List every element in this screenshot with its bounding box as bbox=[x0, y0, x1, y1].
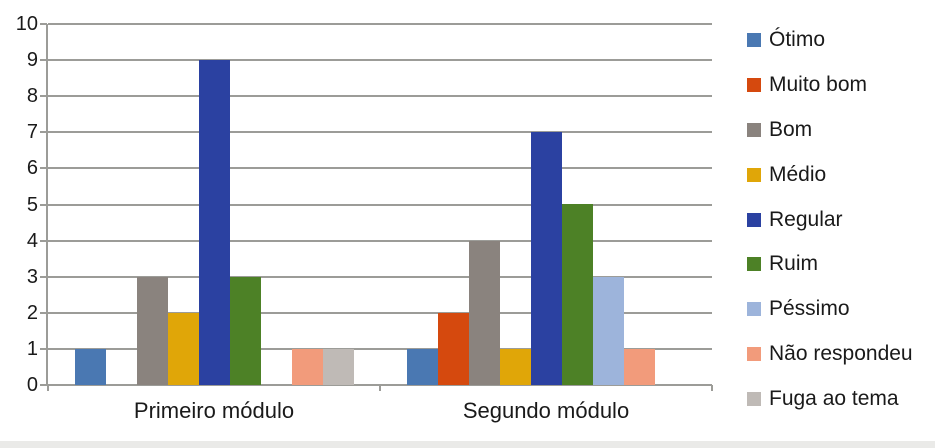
legend-item-ruim: Ruim bbox=[747, 252, 818, 276]
y-axis-tick-label: 2 bbox=[26, 302, 38, 324]
y-axis-tick-label: 0 bbox=[26, 374, 38, 396]
bar-médio-segundo-módulo bbox=[500, 349, 531, 385]
y-axis-tick bbox=[40, 240, 47, 242]
bar-ruim-primeiro-módulo bbox=[230, 277, 261, 385]
legend-label: Regular bbox=[769, 207, 843, 231]
gridline bbox=[48, 240, 712, 242]
x-axis-tick bbox=[47, 385, 49, 391]
y-axis-tick bbox=[40, 204, 47, 206]
gridline bbox=[48, 23, 712, 25]
bar-ótimo-primeiro-módulo bbox=[75, 349, 106, 385]
y-axis-tick bbox=[40, 23, 47, 25]
gridline bbox=[48, 312, 712, 314]
gridline bbox=[48, 131, 712, 133]
legend-label: Fuga ao tema bbox=[769, 387, 899, 410]
legend-swatch-icon bbox=[747, 122, 761, 137]
bar-péssimo-segundo-módulo bbox=[593, 277, 624, 385]
y-axis-tick-label: 5 bbox=[26, 194, 38, 216]
legend-item-péssimo: Péssimo bbox=[747, 297, 850, 321]
bar-muito-bom-segundo-módulo bbox=[438, 313, 469, 385]
legend-swatch-icon bbox=[747, 77, 761, 92]
bar-regular-segundo-módulo bbox=[531, 132, 562, 385]
legend-item-fuga-ao-tema: Fuga ao tema bbox=[747, 387, 899, 411]
x-axis-tick bbox=[711, 385, 713, 391]
y-axis-tick bbox=[40, 276, 47, 278]
y-axis-tick bbox=[40, 131, 47, 133]
y-axis-line bbox=[46, 24, 48, 386]
legend-label: Não respondeu bbox=[769, 342, 913, 366]
y-axis-tick bbox=[40, 312, 47, 314]
legend-label: Médio bbox=[769, 162, 827, 186]
bar-bom-primeiro-módulo bbox=[137, 277, 168, 385]
y-axis-tick bbox=[40, 167, 47, 169]
legend-item-bom: Bom bbox=[747, 118, 812, 142]
y-axis-tick-label: 6 bbox=[26, 157, 38, 179]
y-axis-tick-label: 7 bbox=[26, 121, 38, 143]
gridline bbox=[48, 276, 712, 278]
x-axis-category-label: Primeiro módulo bbox=[133, 398, 295, 423]
legend-item-não-respondeu: Não respondeu bbox=[747, 342, 913, 366]
gridline bbox=[48, 348, 712, 350]
legend-swatch-icon bbox=[747, 167, 761, 182]
legend-label: Péssimo bbox=[769, 297, 850, 321]
y-axis-tick-label: 8 bbox=[26, 85, 38, 107]
legend-swatch-icon bbox=[747, 212, 761, 227]
bar-ruim-segundo-módulo bbox=[562, 204, 593, 385]
bar-médio-primeiro-módulo bbox=[168, 313, 199, 385]
bottom-edge-strip bbox=[0, 441, 935, 448]
y-axis-tick-label: 1 bbox=[26, 338, 38, 360]
legend-label: Ótimo bbox=[769, 28, 826, 51]
y-axis-tick-label: 9 bbox=[26, 49, 38, 71]
gridline bbox=[48, 95, 712, 97]
bar-regular-primeiro-módulo bbox=[199, 60, 230, 385]
x-axis-tick bbox=[379, 385, 381, 391]
legend-label: Muito bom bbox=[769, 72, 868, 96]
bar-não-respondeu-primeiro-módulo bbox=[292, 349, 323, 385]
legend-label: Bom bbox=[769, 117, 813, 141]
gridline bbox=[48, 59, 712, 61]
bar-fuga-ao-tema-primeiro-módulo bbox=[323, 349, 354, 385]
legend-swatch-icon bbox=[747, 347, 761, 362]
legend-label: Ruim bbox=[769, 252, 819, 276]
legend: Ótimo Muito bom Bom Médio Regular Ruim Péssimo… bbox=[747, 0, 935, 448]
y-axis-tick bbox=[40, 59, 47, 61]
legend-swatch-icon bbox=[747, 302, 761, 317]
y-axis-tick-label: 3 bbox=[26, 266, 38, 288]
legend-swatch-icon bbox=[747, 33, 761, 47]
legend-item-muito-bom: Muito bom bbox=[747, 73, 867, 97]
bar-bom-segundo-módulo bbox=[469, 241, 500, 385]
bar-não-respondeu-segundo-módulo bbox=[624, 349, 655, 385]
y-axis-tick bbox=[40, 384, 47, 386]
legend-item-médio: Médio bbox=[747, 163, 826, 187]
gridline bbox=[48, 204, 712, 206]
y-axis-tick bbox=[40, 95, 47, 97]
legend-swatch-icon bbox=[747, 392, 761, 406]
legend-item-regular: Regular bbox=[747, 208, 843, 232]
y-axis-tick-label: 10 bbox=[15, 13, 38, 35]
legend-item-ótimo: Ótimo bbox=[747, 28, 825, 52]
x-axis-category-label: Segundo módulo bbox=[462, 398, 630, 423]
y-axis-tick bbox=[40, 348, 47, 350]
legend-swatch-icon bbox=[747, 257, 761, 272]
y-axis-tick-label: 4 bbox=[26, 230, 38, 252]
gridline bbox=[48, 167, 712, 169]
bar-ótimo-segundo-módulo bbox=[407, 349, 438, 385]
